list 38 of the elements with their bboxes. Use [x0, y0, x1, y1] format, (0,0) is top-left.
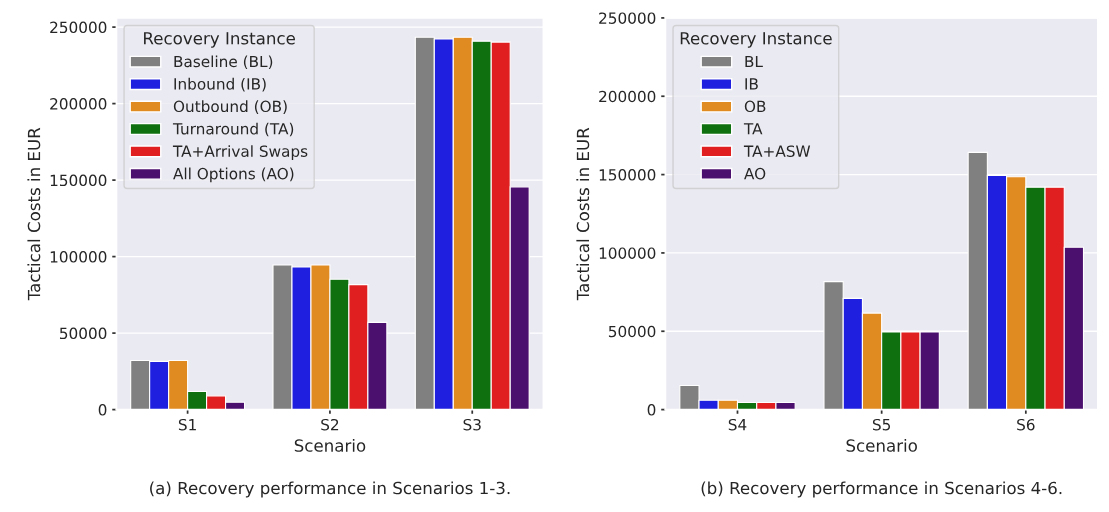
x-axis-title: Scenario — [846, 438, 917, 452]
y-tick-label: 50000 — [59, 327, 107, 340]
legend-label: Baseline (BL) — [174, 55, 273, 70]
y-tick-label: 50000 — [608, 325, 656, 338]
legend-label: TA+ASW — [743, 145, 811, 157]
y-tick-label: 200000 — [599, 90, 656, 103]
legend-label: IB — [745, 78, 758, 90]
x-tick-label: S4 — [728, 418, 747, 431]
y-tick-label: 150000 — [599, 169, 656, 181]
y-axis-title: Tactical Costs in EUR — [576, 127, 590, 301]
x-tick-label: S6 — [1017, 418, 1035, 431]
legend-title: Recovery Instance — [144, 32, 295, 48]
legend-title: Recovery Instance — [680, 32, 832, 48]
legend-label: Inbound (IB) — [174, 77, 266, 92]
y-tick-label: 100000 — [599, 247, 656, 259]
legend-label: All Options (AO) — [173, 167, 294, 183]
legend-label: AO — [744, 167, 766, 180]
legend-label: TA+Arrival Swaps — [172, 145, 308, 160]
x-tick-label: S2 — [321, 418, 339, 431]
text: (b) Recovery performance in Scenarios 4-6. — [701, 481, 1062, 498]
y-tick-label: 150000 — [50, 174, 107, 187]
y-axis-title: Tactical Costs in EUR — [27, 127, 41, 301]
legend-label: OB — [744, 100, 766, 113]
legend-label: BL — [745, 55, 763, 68]
y-tick-label: 200000 — [50, 98, 107, 110]
x-tick-label: S3 — [463, 418, 481, 431]
y-tick-label: 100000 — [50, 251, 107, 263]
x-axis-title: Scenario — [294, 438, 366, 452]
legend-label: Outbound (OB) — [173, 100, 287, 114]
y-tick-label: 0 — [647, 404, 656, 416]
x-tick-label: S1 — [178, 418, 196, 431]
y-tick-label: 250000 — [50, 21, 107, 34]
y-tick-label: 0 — [98, 404, 107, 416]
text: (a) Recovery performance in Scenarios 1-3. — [150, 481, 510, 498]
legend-label: TA — [743, 123, 763, 135]
x-tick-label: S5 — [872, 418, 891, 431]
legend-label: Turnaround (TA) — [172, 122, 294, 137]
y-tick-label: 250000 — [599, 12, 656, 24]
